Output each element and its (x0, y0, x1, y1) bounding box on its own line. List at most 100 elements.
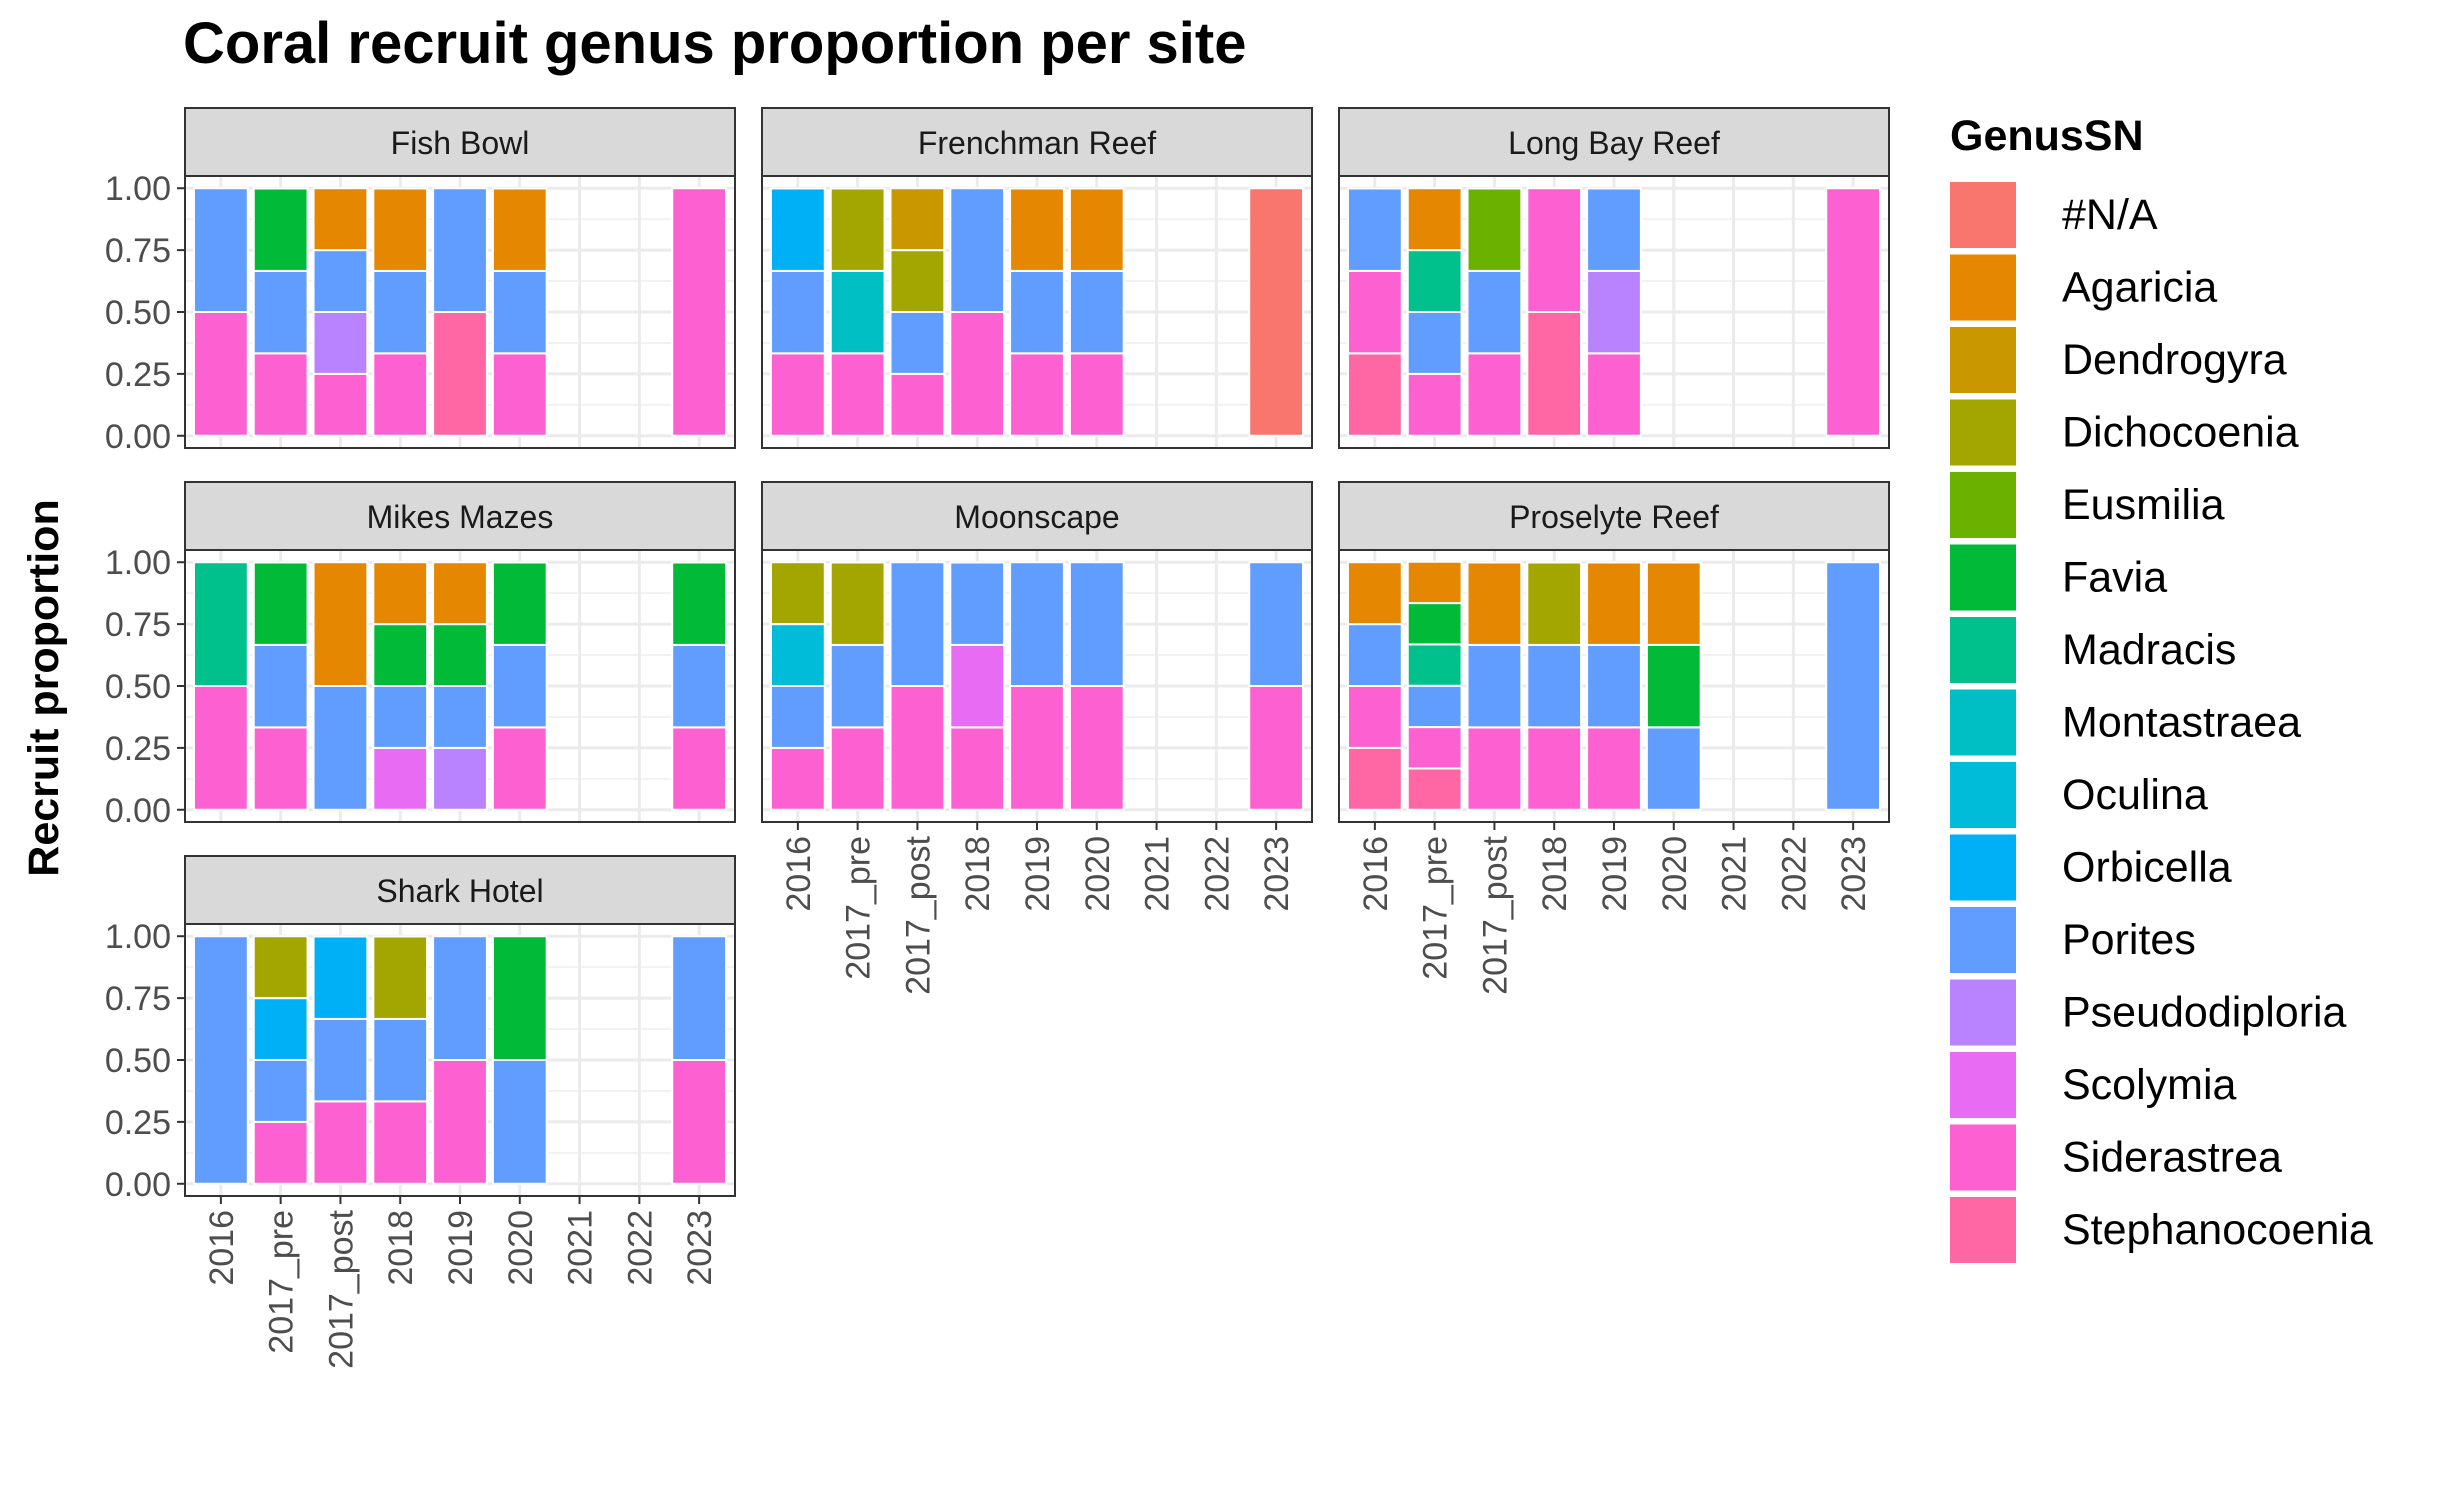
y-tick-label: 0.00 (105, 1166, 171, 1204)
legend-swatch (1950, 1052, 2016, 1118)
legend-swatch (1950, 907, 2016, 973)
facet-panel: Shark Hotel 0.00 0.25 0.50 0.75 1.00 2016 2017_… (105, 855, 736, 1369)
bar-segment (1248, 561, 1305, 687)
bar-segment (829, 269, 886, 355)
legend-swatch (1950, 689, 2016, 756)
bar-segment (252, 1120, 309, 1185)
legend-label: Siderastrea (2062, 1134, 2282, 1182)
bar-segment (252, 935, 309, 1000)
legend-entry: Orbicella (1950, 834, 2232, 901)
bar-segment (1009, 685, 1065, 811)
facet-panel: Frenchman Reef (761, 107, 1313, 449)
facet-strip (1338, 107, 1890, 177)
legend-entry: Montastraea (1950, 689, 2301, 756)
x-tick-label: 2020 (1079, 836, 1117, 912)
bar-segment (491, 935, 548, 1061)
legend-label: Dichocoenia (2062, 409, 2299, 457)
y-tick-label: 0.75 (105, 980, 171, 1018)
legend-swatch (1950, 182, 2016, 248)
bar-segment (252, 187, 309, 272)
facet-strip (184, 855, 736, 925)
bar-segment (432, 685, 488, 749)
bar-segment (671, 726, 728, 811)
bar-segment (889, 685, 946, 811)
x-tick-label: 2017_post (322, 1209, 360, 1368)
bar-segment (769, 352, 826, 437)
legend-entry: Stephanocoenia (1950, 1197, 2373, 1263)
bar-segment (949, 311, 1006, 437)
bar-segment (312, 561, 369, 687)
bar-segment (1466, 269, 1523, 355)
y-tick-label: 0.75 (105, 606, 171, 644)
bar-segment (1346, 623, 1403, 687)
bar-segment (889, 561, 946, 687)
bar-segment (671, 187, 728, 437)
y-tick-label: 0.00 (105, 418, 171, 456)
legend-label: Pseudodiploria (2062, 989, 2347, 1037)
bar-segment (432, 561, 488, 626)
x-tick-label: 2022 (621, 1210, 659, 1286)
y-tick-label: 0.50 (105, 668, 171, 706)
bar-segment (312, 1100, 369, 1185)
legend-entry: Madracis (1950, 617, 2236, 683)
bar-segment (1406, 560, 1463, 605)
bar-segment (671, 935, 728, 1061)
legend-label: #N/A (2062, 191, 2158, 239)
bar-segment (1346, 352, 1403, 437)
y-tick-label: 0.25 (105, 356, 171, 394)
legend-entry: Dichocoenia (1950, 399, 2299, 466)
legend-swatch (1950, 1197, 2016, 1263)
bar-segment (372, 746, 429, 811)
bar-segment (1586, 352, 1642, 437)
bar-segment (829, 643, 886, 729)
bar-segment (252, 352, 309, 437)
bar-segment (372, 561, 429, 626)
bar-segment (192, 561, 249, 687)
x-tick-label: 2019 (442, 1210, 480, 1286)
facet-panel: Moonscape 2016 2017_pre 2017_post 2018 2019 20… (761, 481, 1313, 995)
bar-segment (829, 726, 886, 811)
legend-label: Agaricia (2062, 264, 2217, 312)
bar-segment (252, 643, 309, 729)
bar-segment (1466, 643, 1523, 729)
y-tick-label: 0.50 (105, 294, 171, 332)
bar-segment (949, 561, 1006, 646)
legend-swatch (1950, 472, 2016, 538)
facet-strip (184, 107, 736, 177)
bar-segment (252, 726, 309, 811)
bar-segment (1526, 187, 1583, 314)
bar-segment (1346, 269, 1403, 355)
x-tick-label: 2019 (1596, 836, 1634, 912)
bar-segment (192, 935, 249, 1185)
bar-segment (312, 249, 369, 313)
x-tick-label: 2021 (562, 1210, 600, 1286)
legend-swatch (1950, 762, 2016, 828)
facet-strip-label: Long Bay Reef (1508, 125, 1720, 161)
bar-segment (312, 311, 369, 375)
bar-segment (312, 372, 369, 437)
facet-strip-label: Moonscape (954, 499, 1119, 535)
facet-panel: Fish Bowl 0.00 0.25 0.50 0.75 1.00 (105, 107, 736, 456)
bar-segment (1346, 746, 1403, 811)
bar-segment (1346, 187, 1403, 272)
bar-segment (949, 726, 1006, 811)
bar-segment (372, 935, 429, 1020)
y-tick-label: 0.25 (105, 730, 171, 768)
y-tick-label: 1.00 (105, 918, 171, 956)
bar-segment (312, 187, 369, 252)
facet-strip-label: Fish Bowl (391, 125, 530, 161)
bar-segment (1068, 561, 1125, 687)
bar-segment (1466, 561, 1523, 646)
bar-segment (372, 1017, 429, 1103)
bar-segment (312, 1017, 369, 1103)
bar-segment (1466, 187, 1523, 272)
bar-segment (889, 187, 946, 252)
bar-segment (1645, 726, 1702, 811)
bar-segment (1645, 561, 1702, 646)
bar-segment (491, 643, 548, 729)
legend-label: Favia (2062, 554, 2167, 602)
legend-swatch (1950, 399, 2016, 466)
bar-segment (1825, 561, 1882, 811)
facet-panel: Long Bay Reef (1338, 107, 1890, 449)
bar-segment (252, 997, 309, 1061)
